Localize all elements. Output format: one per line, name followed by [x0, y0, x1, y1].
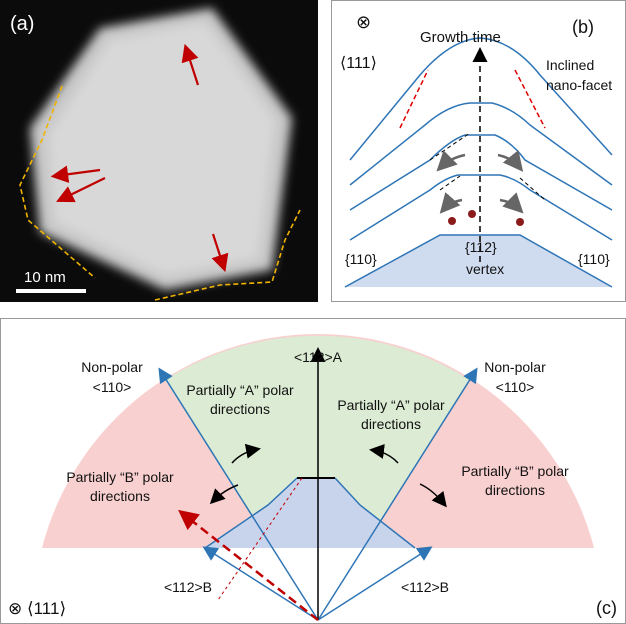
annotation: Inclined: [546, 57, 594, 73]
panel-label: (b): [572, 17, 594, 37]
region-label: directions: [90, 488, 150, 504]
region-label: Partially “B” polar: [66, 469, 174, 485]
region-label: Partially “A” polar: [186, 382, 294, 398]
region-label: directions: [210, 401, 270, 417]
region-label: <110>: [93, 379, 132, 395]
view-symbol: ⊗: [356, 12, 371, 32]
panel-c: <112>A Non-polar <110> Non-polar <110> P…: [1, 319, 626, 624]
adatom: [516, 218, 524, 226]
panel-label: (c): [596, 598, 617, 618]
axis-label: Growth time: [420, 29, 501, 46]
region-label: <110>: [496, 379, 535, 395]
direction-label: <112>B: [164, 579, 212, 595]
region-label: Non-polar: [484, 359, 546, 375]
adatom: [448, 217, 456, 225]
figure: 10 nm (a) ⊗ ⟨111⟩ Growth time (b) Inclin…: [0, 0, 626, 624]
region-label: directions: [485, 482, 545, 498]
annotation: nano-facet: [546, 77, 612, 93]
zone-axis: ⊗ ⟨111⟩: [8, 599, 66, 618]
scale-bar: [16, 289, 86, 293]
region-label: directions: [361, 416, 421, 432]
panel-a: 10 nm (a): [0, 0, 318, 302]
page: 10 nm (a) ⊗ ⟨111⟩ Growth time (b) Inclin…: [0, 0, 626, 624]
adatom: [468, 210, 476, 218]
region-label: Non-polar: [81, 359, 143, 375]
region-label: Partially “A” polar: [337, 397, 445, 413]
scale-label: 10 nm: [24, 269, 66, 286]
facet-label: {110}: [345, 251, 377, 267]
direction-label: <112>B: [401, 579, 449, 595]
zone-axis: ⟨111⟩: [340, 55, 377, 72]
panel-b: ⊗ ⟨111⟩ Growth time (b) Inclined nano-fa…: [332, 1, 626, 302]
facet-label: {112}: [465, 239, 497, 255]
region-label: Partially “B” polar: [461, 463, 569, 479]
panel-label: (a): [10, 13, 34, 35]
vertex-label: vertex: [466, 261, 504, 277]
facet-label: {110}: [578, 251, 610, 267]
direction-label: <112>A: [294, 349, 343, 365]
